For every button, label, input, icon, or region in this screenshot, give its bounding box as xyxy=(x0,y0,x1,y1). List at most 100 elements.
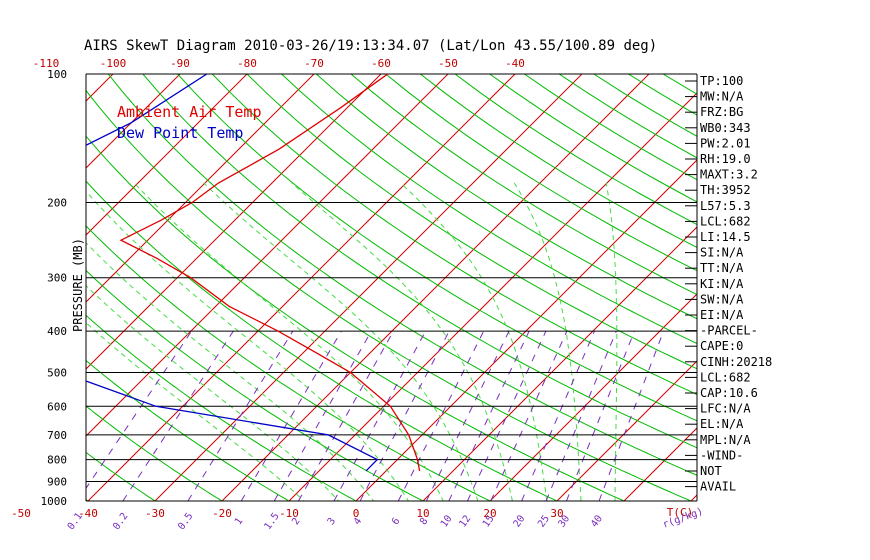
mixing-ratio-tick-label: 3 xyxy=(326,516,338,527)
moist-adiabat-line xyxy=(203,182,479,501)
moist-adiabat-line xyxy=(400,182,548,501)
stats-entry: MPL:N/A xyxy=(700,433,751,447)
stats-entry: -PARCEL- xyxy=(700,324,758,338)
chart-title: AIRS SkewT Diagram 2010-03-26/19:13:34.0… xyxy=(84,38,657,54)
chart-legend: Ambient Air Temp Dew Point Temp xyxy=(117,103,262,142)
y-axis-label: PRESSURE (MB) xyxy=(71,238,85,332)
isotherm-line xyxy=(623,427,697,501)
pressure-tick-label: 1000 xyxy=(41,495,68,508)
isotherm-line xyxy=(86,74,449,437)
dry-adiabat-line xyxy=(384,74,697,272)
stats-entry: MAXT:3.2 xyxy=(700,168,758,182)
mixing-ratio-line xyxy=(273,330,372,501)
moist-adiabat-line xyxy=(86,190,410,501)
temperature-profile-line xyxy=(119,74,421,472)
stats-entry: MW:N/A xyxy=(700,90,744,104)
stats-entry: EL:N/A xyxy=(700,417,744,431)
bottom-temp-tick-label: -50 xyxy=(11,507,31,520)
stats-entry: LFC:N/A xyxy=(700,402,751,416)
chart-grid xyxy=(86,74,870,501)
top-temp-tick-label: -100 xyxy=(100,57,127,70)
pressure-tick-label: 600 xyxy=(47,400,67,413)
stats-entry: NOT xyxy=(700,464,722,478)
pressure-tick-label: 400 xyxy=(47,325,67,338)
mixing-ratio-line xyxy=(490,330,568,501)
stats-entry: FRZ:BG xyxy=(700,105,743,119)
mixing-ratio-line xyxy=(240,330,342,501)
mixing-ratio-tick-label: 1 xyxy=(233,516,245,527)
dry-adiabat-line xyxy=(107,74,697,476)
mixing-ratio-line xyxy=(448,330,530,501)
dry-adiabat-line xyxy=(350,74,697,296)
isotherm-line xyxy=(422,226,697,501)
mixing-ratio-tick-label: 20 xyxy=(512,513,528,529)
pressure-tick-label: 200 xyxy=(47,197,67,210)
dry-adiabat-line xyxy=(176,74,697,422)
mixing-ratio-tick-label: 2 xyxy=(290,516,302,527)
mixing-ratio-line xyxy=(521,330,595,501)
dry-adiabat-line xyxy=(419,74,697,249)
dry-adiabat-line xyxy=(315,74,697,320)
top-temp-tick-label: -110 xyxy=(33,57,60,70)
mixing-ratio-line xyxy=(187,330,294,501)
legend-dew-point-temp: Dew Point Temp xyxy=(117,124,243,142)
stats-entry: LCL:682 xyxy=(700,214,751,228)
stats-entry: WB0:343 xyxy=(700,121,751,135)
isotherm-line xyxy=(758,74,870,501)
stats-entry: CAPE:0 xyxy=(700,339,743,353)
isotherm-line xyxy=(489,293,697,501)
stats-entry: TP:100 xyxy=(700,74,743,88)
bottom-temp-tick-label: 20 xyxy=(483,507,496,520)
mixing-ratio-line xyxy=(565,330,635,501)
moist-adiabat-line xyxy=(86,242,375,501)
top-temp-tick-label: -90 xyxy=(170,57,190,70)
dry-adiabat-line xyxy=(86,405,223,501)
mixing-ratio-line xyxy=(359,330,450,501)
moist-adiabat-line xyxy=(513,182,582,501)
top-temp-tick-label: -50 xyxy=(438,57,458,70)
moist-adiabat-line xyxy=(605,182,618,501)
top-temp-tick-label: -80 xyxy=(237,57,257,70)
dry-adiabat-line xyxy=(142,74,697,449)
isotherm-line xyxy=(556,360,697,501)
dry-adiabat-line xyxy=(86,225,492,501)
dry-adiabat-line xyxy=(280,74,697,345)
moist-adiabat-line xyxy=(291,182,513,501)
mixing-ratio-tick-label: 4 xyxy=(352,516,364,527)
bottom-temp-tick-label: -10 xyxy=(279,507,299,520)
moist-adiabat-line xyxy=(133,182,444,501)
bottom-temp-tick-label: 0 xyxy=(353,507,360,520)
mixing-ratio-tick-label: 10 xyxy=(439,513,455,529)
pressure-tick-label: 800 xyxy=(47,454,67,467)
mixing-ratio-line xyxy=(545,330,617,501)
mixing-ratio-line xyxy=(298,330,394,501)
isotherm-line xyxy=(87,74,516,501)
dry-adiabat-line xyxy=(86,135,626,501)
dry-adiabat-line xyxy=(211,74,697,396)
profiles xyxy=(86,74,421,472)
bottom-temp-tick-label: -30 xyxy=(145,507,165,520)
isotherm-line xyxy=(288,92,697,501)
stats-entry: AVAIL xyxy=(700,480,736,494)
mixing-ratio-line xyxy=(598,330,665,501)
isotherm-line xyxy=(154,74,583,501)
stats-entry: L57:5.3 xyxy=(700,199,751,213)
pressure-tick-label: 700 xyxy=(47,429,67,442)
stats-entry: PW:2.01 xyxy=(700,136,751,150)
dry-adiabat-line xyxy=(246,74,697,370)
pressure-tick-label: 300 xyxy=(47,272,67,285)
dry-adiabat-line xyxy=(454,74,697,226)
top-temp-tick-label: -70 xyxy=(304,57,324,70)
pressure-tick-label: 100 xyxy=(47,68,67,81)
stats-entry: TT:N/A xyxy=(700,261,744,275)
isotherm-line xyxy=(221,74,650,501)
dewpoint-profile-line xyxy=(86,74,379,472)
isotherm-line xyxy=(86,74,248,236)
dry-adiabat-line xyxy=(86,89,693,501)
bottom-temp-tick-label: -20 xyxy=(212,507,232,520)
mixing-ratio-tick-label: 12 xyxy=(457,513,473,529)
top-temp-tick-label: -60 xyxy=(371,57,391,70)
